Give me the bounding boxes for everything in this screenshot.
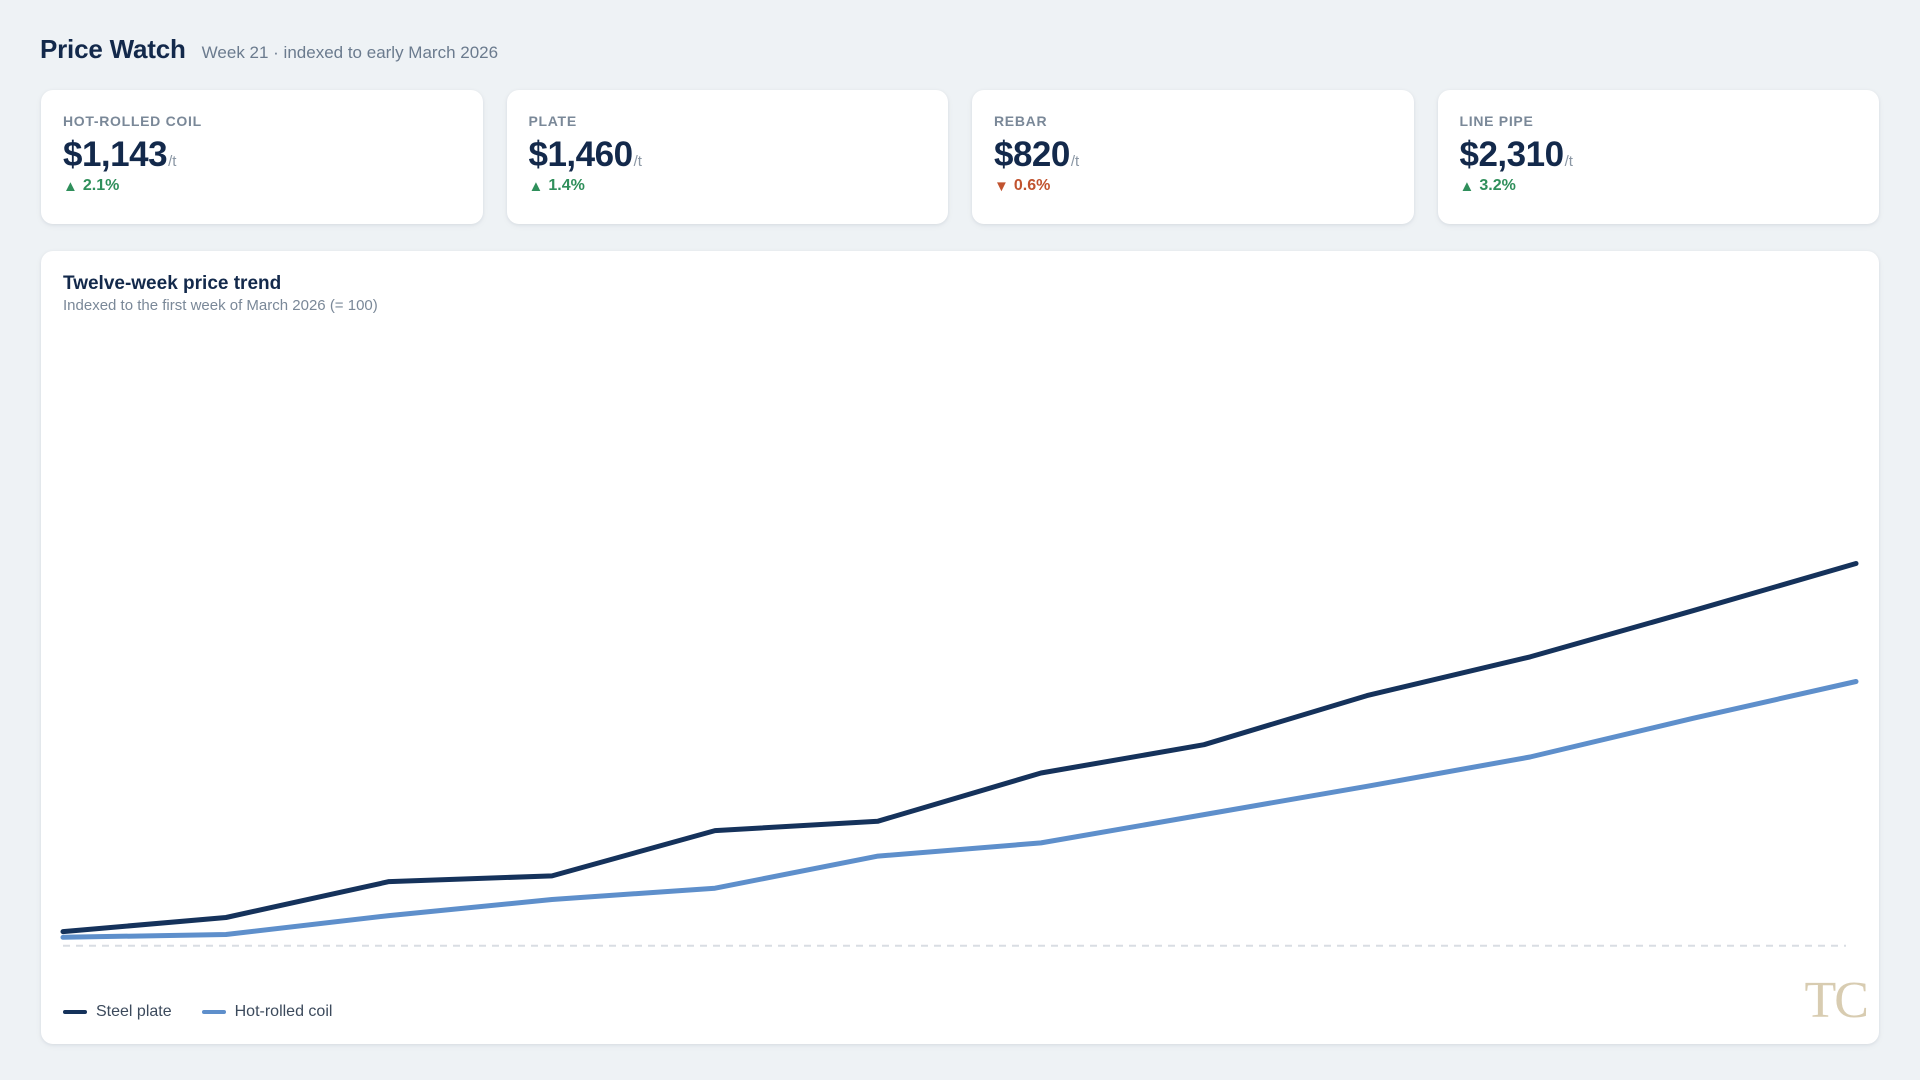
kpi-label: PLATE bbox=[528, 113, 577, 129]
page-title: Price Watch bbox=[40, 34, 186, 64]
legend-label: Hot-rolled coil bbox=[234, 1003, 333, 1020]
kpi-card-rebar[interactable]: REBAR $820 /t ▼ 0.6% bbox=[972, 90, 1414, 224]
legend-swatch bbox=[201, 1010, 226, 1014]
kpi-price: $1,460 /t bbox=[529, 135, 927, 175]
kpi-unit: /t bbox=[1070, 153, 1080, 170]
series-line-hot-rolled-coil bbox=[60, 679, 1859, 940]
kpi-unit: /t bbox=[168, 153, 177, 170]
kpi-change-value: 1.4% bbox=[548, 177, 585, 194]
kpi-change: ▲ 2.1% bbox=[63, 177, 461, 195]
kpi-value: $1,460 bbox=[528, 135, 634, 174]
kpi-card-plate[interactable]: PLATE $1,460 /t ▲ 1.4% bbox=[506, 90, 948, 224]
kpi-value: $820 bbox=[994, 135, 1070, 174]
kpi-label: HOT-ROLLED COIL bbox=[63, 113, 202, 129]
line-chart bbox=[60, 561, 1859, 947]
page-subtitle: Week 21 · indexed to early March 2026 bbox=[201, 43, 499, 62]
kpi-unit: /t bbox=[633, 153, 642, 170]
kpi-value: $1,143 bbox=[63, 135, 168, 174]
kpi-price: $820 /t bbox=[994, 135, 1392, 175]
chart-subtitle: Indexed to the first week of March 2026 … bbox=[63, 297, 378, 314]
kpi-change-value: 0.6% bbox=[1013, 177, 1051, 194]
kpi-row: HOT-ROLLED COIL $1,143 /t ▲ 2.1% PLATE $… bbox=[41, 90, 1879, 224]
kpi-unit: /t bbox=[1564, 153, 1573, 170]
triangle-down-icon: ▼ bbox=[994, 177, 1009, 195]
kpi-change: ▲ 3.2% bbox=[1460, 177, 1858, 195]
series-line-steel-plate bbox=[60, 561, 1859, 935]
legend-label: Steel plate bbox=[96, 1003, 172, 1020]
legend-item-steel-plate[interactable]: Steel plate bbox=[63, 1003, 172, 1021]
kpi-change-value: 2.1% bbox=[82, 177, 120, 194]
triangle-up-icon: ▲ bbox=[63, 177, 78, 195]
kpi-card-hot-rolled-coil[interactable]: HOT-ROLLED COIL $1,143 /t ▲ 2.1% bbox=[41, 90, 483, 224]
chart-title: Twelve-week price trend bbox=[63, 273, 282, 294]
kpi-change-value: 3.2% bbox=[1479, 177, 1516, 194]
kpi-card-line-pipe[interactable]: LINE PIPE $2,310 /t ▲ 3.2% bbox=[1437, 90, 1879, 224]
kpi-price: $2,310 /t bbox=[1460, 135, 1858, 175]
triangle-up-icon: ▲ bbox=[528, 177, 544, 195]
kpi-price: $1,143 /t bbox=[63, 135, 461, 175]
chart-legend: Steel plate Hot-rolled coil bbox=[63, 1003, 332, 1021]
kpi-label: REBAR bbox=[994, 113, 1048, 129]
brand-watermark-logo: TC bbox=[1804, 972, 1869, 1029]
chart-card: Twelve-week price trend Indexed to the f… bbox=[41, 251, 1879, 1044]
legend-swatch bbox=[63, 1010, 87, 1014]
kpi-value: $2,310 bbox=[1459, 135, 1565, 174]
triangle-up-icon: ▲ bbox=[1459, 177, 1475, 195]
legend-item-hot-rolled-coil[interactable]: Hot-rolled coil bbox=[201, 1003, 333, 1021]
kpi-change: ▲ 1.4% bbox=[529, 177, 927, 195]
kpi-label: LINE PIPE bbox=[1459, 113, 1534, 129]
kpi-change: ▼ 0.6% bbox=[994, 177, 1392, 195]
page-header: Price Watch Week 21 · indexed to early M… bbox=[40, 34, 498, 65]
